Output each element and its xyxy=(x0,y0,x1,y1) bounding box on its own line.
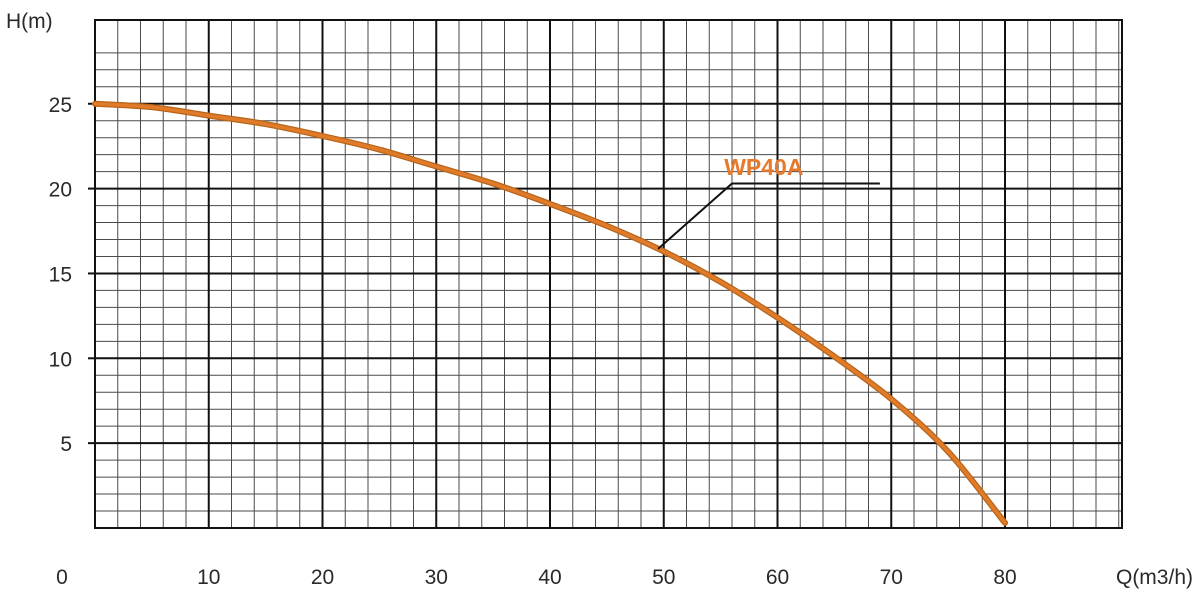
x-tick-label: 50 xyxy=(652,566,675,589)
x-tick-label: 30 xyxy=(425,566,448,589)
plot-border xyxy=(94,19,1123,529)
x-tick-label: 80 xyxy=(993,566,1016,589)
x-tick-label: 70 xyxy=(880,566,903,589)
series-label: WP40A xyxy=(724,154,803,180)
grid xyxy=(95,20,1122,528)
labels: 10 20 30 40 50 60 70 80 5 10 15 20 25 0 H(m) Q(m3/h) WP4… xyxy=(6,10,1193,589)
x-tick-label: 10 xyxy=(197,566,220,589)
series-leader-line xyxy=(657,182,880,250)
origin-label: 0 xyxy=(56,566,68,589)
y-tick-label: 20 xyxy=(49,179,72,202)
curve-layer xyxy=(92,100,1008,526)
y-tick-label: 10 xyxy=(49,348,72,371)
y-axis-label: H(m) xyxy=(6,10,53,33)
x-tick-label: 40 xyxy=(538,566,561,589)
y-tick-label: 25 xyxy=(49,94,72,117)
x-axis-label: Q(m3/h) xyxy=(1116,566,1193,589)
axes xyxy=(88,19,1123,529)
x-tick-label: 60 xyxy=(766,566,789,589)
y-tick-label: 15 xyxy=(49,263,72,286)
y-tick-label: 5 xyxy=(60,433,72,456)
x-tick-label: 20 xyxy=(311,566,334,589)
series-line xyxy=(93,102,1007,525)
